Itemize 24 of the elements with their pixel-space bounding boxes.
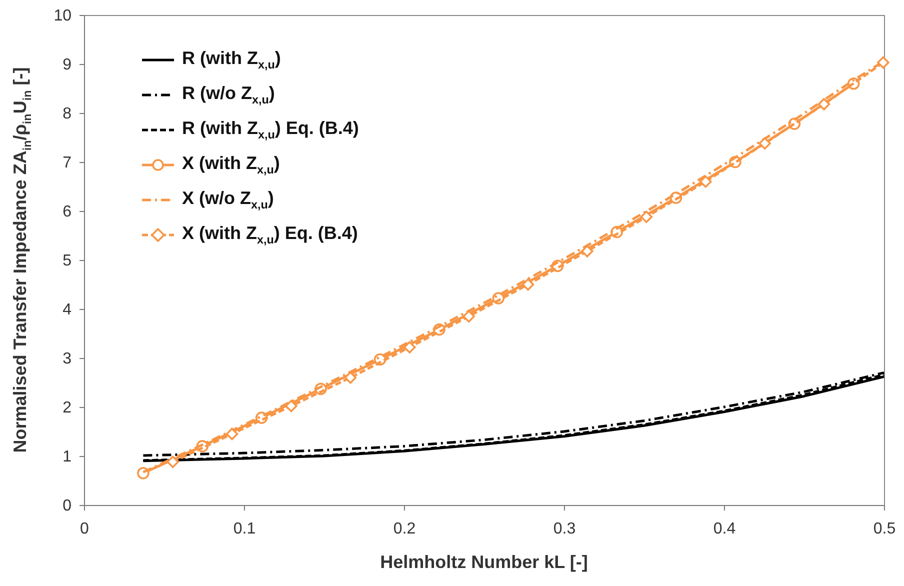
x-tick-label: 0: [80, 520, 90, 538]
legend-label: X (with Z$_{x,u}$) Eq. (B.4): [182, 222, 358, 246]
legend-label: X (with Z$_{x,u}$): [182, 152, 280, 176]
legend-label: R (with Z$_{x,u}$): [182, 48, 281, 72]
x-tick-label: 0.1: [233, 520, 256, 538]
x-tick-label: 0.4: [713, 520, 736, 538]
x-axis-title: Helmholtz Number kL [-]: [379, 552, 589, 573]
x-tick-label: 0.3: [553, 520, 576, 538]
y-tick-label: 5: [62, 252, 72, 270]
legend-label: X (w/o Z$_{x,u}$): [182, 188, 274, 212]
y-tick-label: 0: [62, 498, 72, 514]
y-tick-label: 1: [62, 448, 72, 466]
y-tick-label: 2: [62, 400, 72, 416]
legend-label: R (with Z$_{x,u}$) Eq. (B.4): [182, 118, 359, 142]
y-tick-label: 9: [62, 56, 72, 74]
x-tick-label: 0.5: [873, 520, 896, 538]
y-tick-label: 8: [62, 106, 72, 122]
y-tick-label: 4: [62, 302, 72, 318]
y-tick-label: 3: [62, 350, 72, 368]
y-tick-label: 7: [62, 154, 72, 172]
x-tick-label: 0.2: [393, 520, 416, 538]
y-tick-label: 6: [62, 204, 72, 220]
legend-label: R (w/o Z$_{x,u}$): [182, 82, 275, 106]
y-tick-label: 10: [54, 8, 72, 24]
